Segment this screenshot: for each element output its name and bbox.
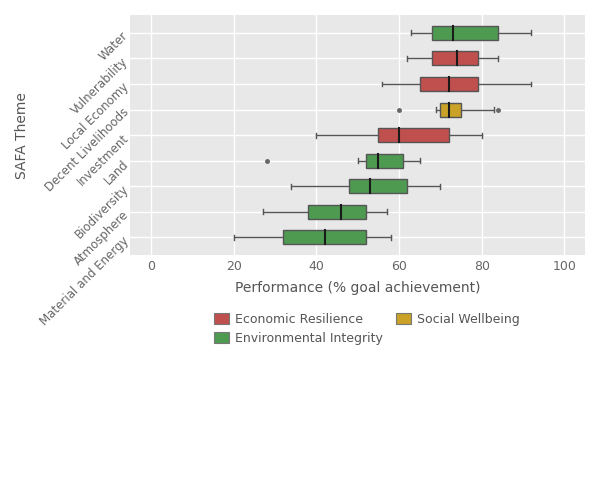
Bar — [432, 51, 478, 66]
Bar — [349, 179, 407, 193]
Bar — [419, 77, 478, 91]
Y-axis label: SAFA Theme: SAFA Theme — [15, 92, 29, 179]
Bar — [366, 154, 403, 168]
Bar — [283, 230, 366, 244]
Bar — [378, 128, 449, 142]
Bar — [308, 205, 366, 219]
Bar — [432, 26, 498, 40]
Legend: Economic Resilience, Environmental Integrity, Social Wellbeing: Economic Resilience, Environmental Integ… — [209, 308, 524, 350]
Bar — [440, 102, 461, 116]
X-axis label: Performance (% goal achievement): Performance (% goal achievement) — [235, 282, 481, 296]
